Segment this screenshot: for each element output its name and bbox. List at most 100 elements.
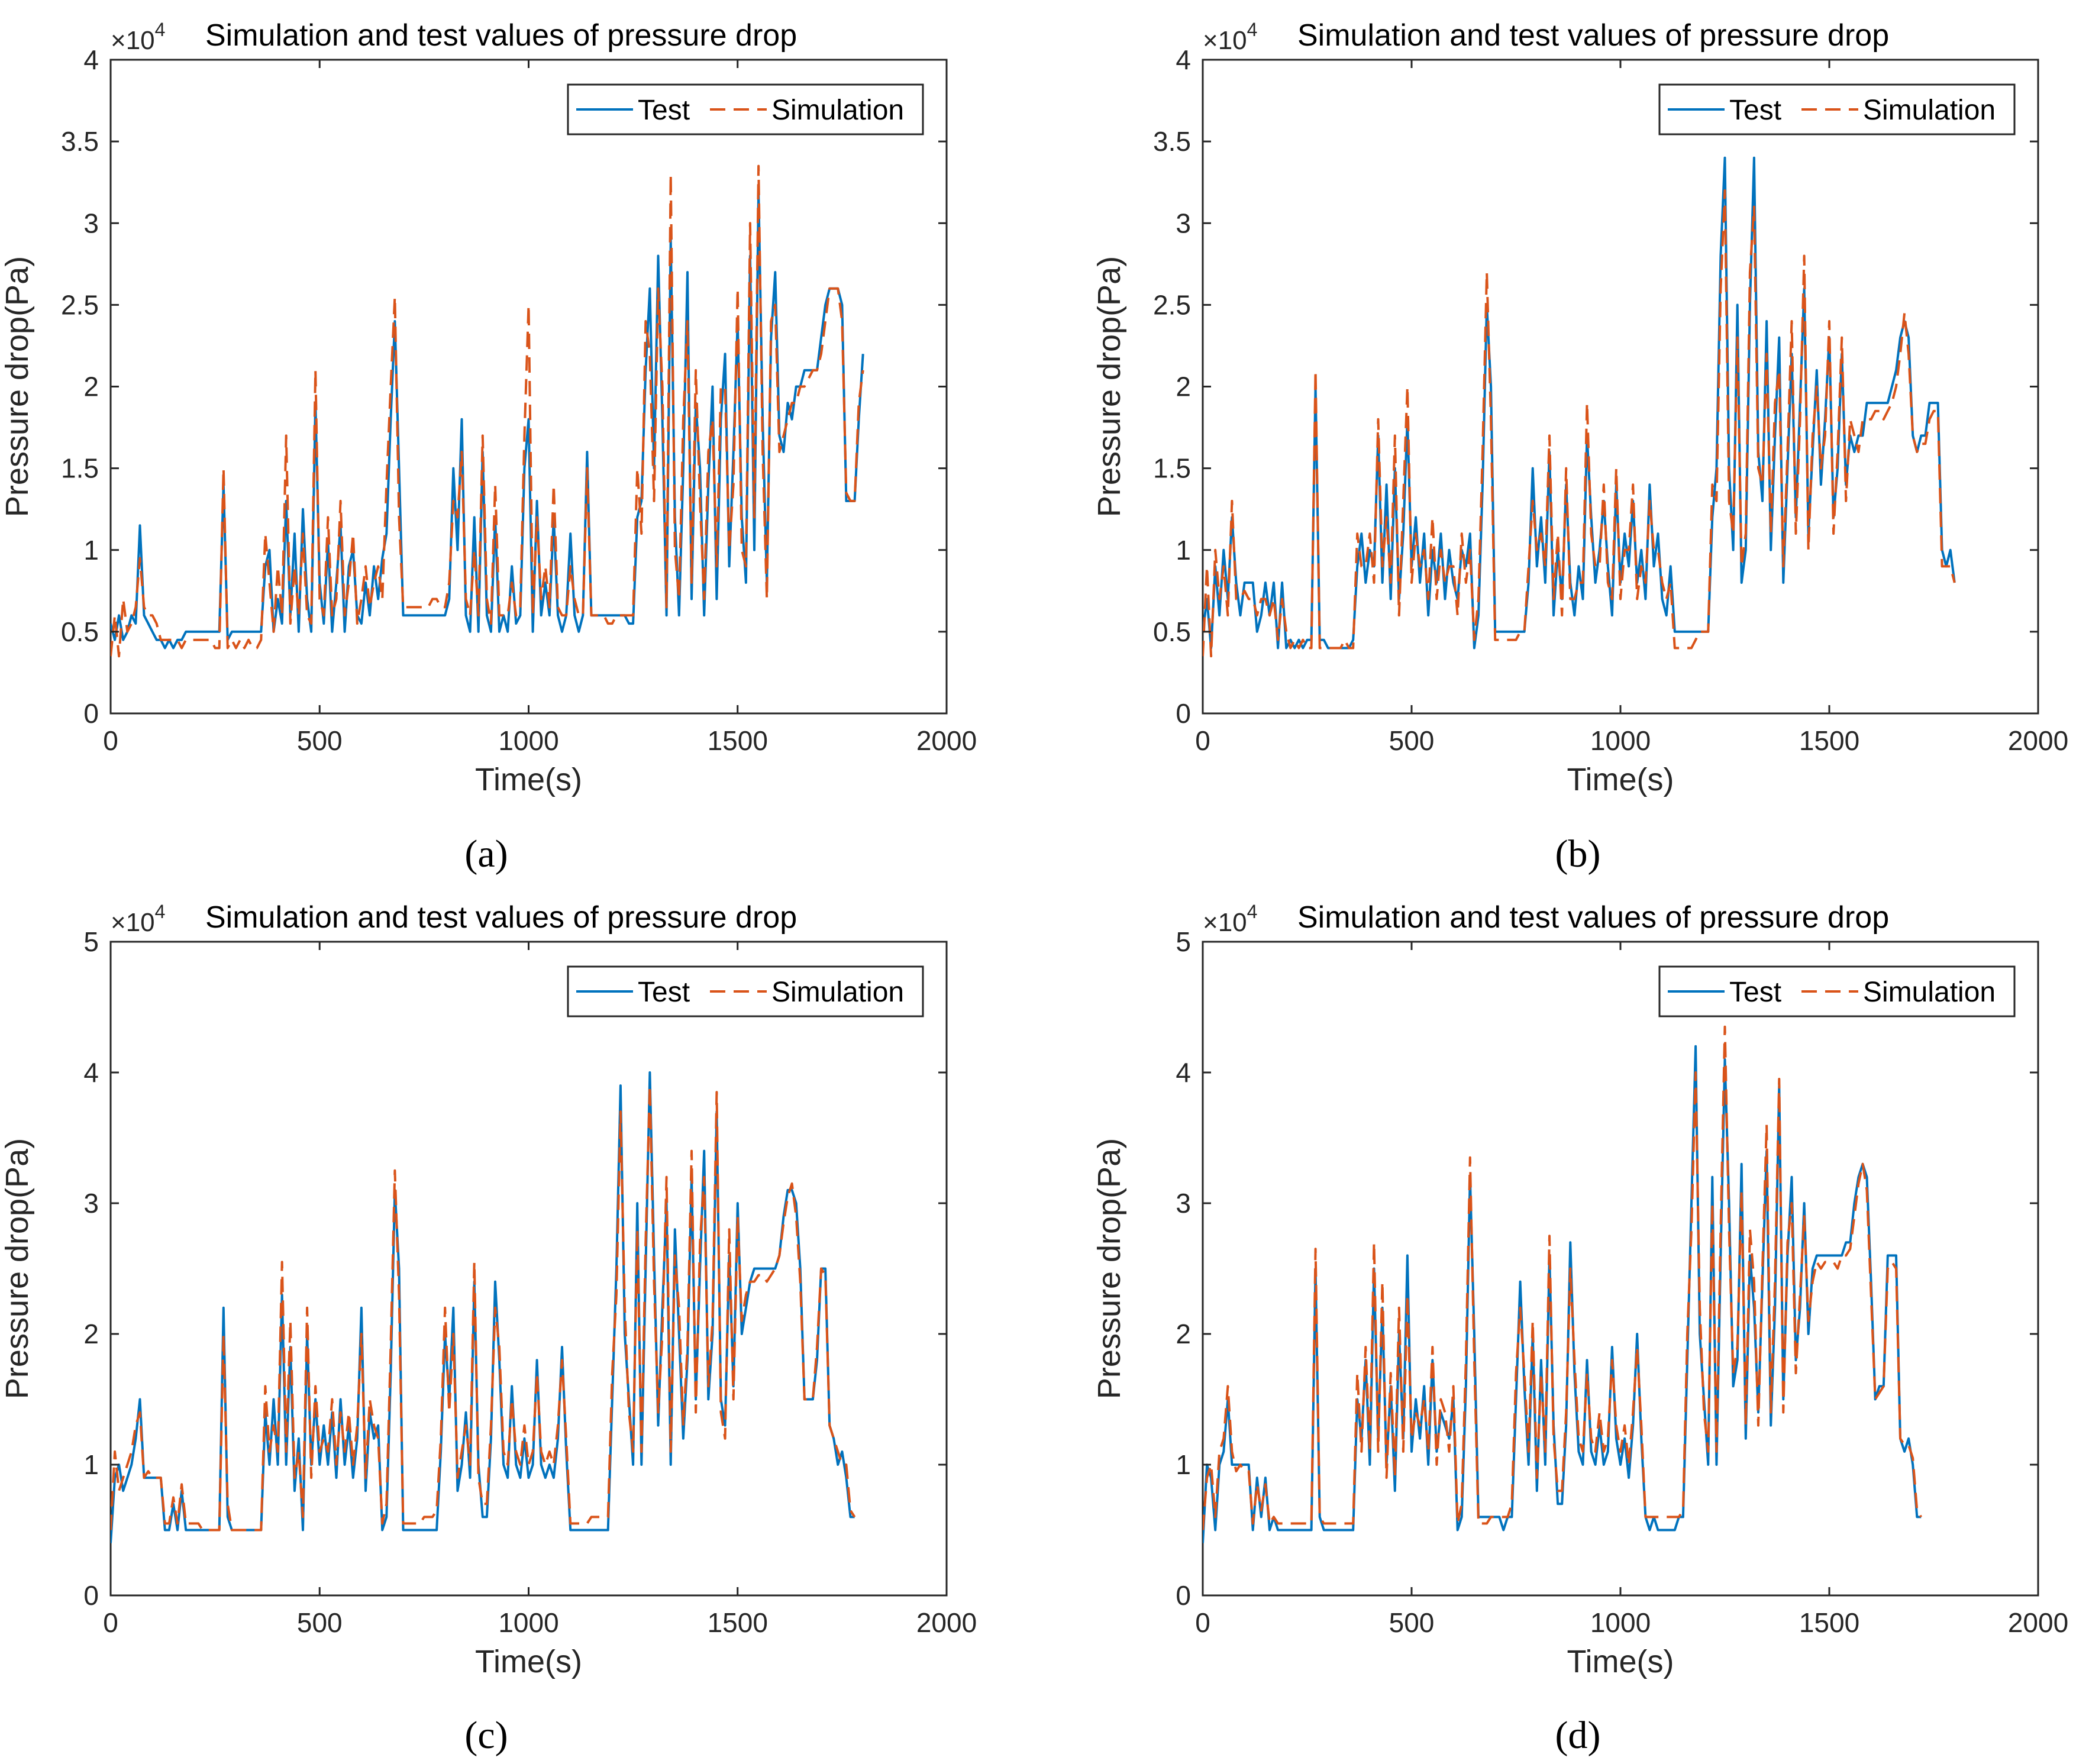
- plot-area: [109, 941, 948, 1597]
- axis-exponent: ×104: [1203, 19, 1257, 55]
- x-tick-label: 1500: [1799, 725, 1859, 756]
- chart-title: Simulation and test values of pressure d…: [1297, 18, 1889, 53]
- y-tick-label: 3: [83, 1188, 99, 1219]
- panel-caption: (d): [1555, 1714, 1601, 1757]
- x-tick-label: 0: [103, 1607, 118, 1638]
- x-tick-label: 1000: [1590, 1607, 1651, 1638]
- exponent-power: 4: [155, 19, 166, 40]
- legend-label-simulation: Simulation: [771, 977, 904, 1008]
- series-line-simulation: [111, 1084, 856, 1532]
- y-tick-label: 1: [83, 535, 99, 566]
- y-tick-label: 3: [1176, 1188, 1191, 1219]
- series-line-simulation: [1203, 1025, 1922, 1530]
- series-line-simulation: [1203, 189, 1956, 658]
- chart-panel-3: 0 500 1000 1500 2000 0 1 2 3 4 5 ×104 Simulation and…: [0, 900, 977, 1757]
- exponent-base: ×10: [111, 26, 155, 55]
- y-tick-label: 0: [83, 1580, 99, 1611]
- x-tick-label: 1000: [1590, 725, 1651, 756]
- x-tick-label: 2000: [916, 1607, 977, 1638]
- y-tick-label: 1: [1176, 1449, 1191, 1480]
- y-axis-label: Pressure drop(Pa): [0, 1138, 35, 1399]
- y-tick-label: 3.5: [1153, 126, 1191, 157]
- y-tick-label: 1.5: [1153, 453, 1191, 484]
- x-tick-label: 1500: [1799, 1607, 1859, 1638]
- y-tick-label: 4: [1176, 44, 1191, 75]
- legend-label-simulation: Simulation: [1863, 95, 1996, 126]
- exponent-base: ×10: [1203, 26, 1247, 55]
- chart-title: Simulation and test values of pressure d…: [205, 18, 797, 53]
- x-tick-label: 2000: [2008, 1607, 2068, 1638]
- chart-title: Simulation and test values of pressure d…: [1297, 900, 1889, 935]
- x-axis-label: Time(s): [475, 1644, 582, 1679]
- legend-label-test: Test: [638, 977, 690, 1008]
- x-tick-label: 500: [297, 1607, 343, 1638]
- x-tick-label: 2000: [2008, 725, 2068, 756]
- legend-label-simulation: Simulation: [1863, 977, 1996, 1008]
- legend: Test Simulation: [1658, 965, 2016, 1017]
- plot-area: [1202, 941, 2039, 1597]
- legend: Test Simulation: [1658, 83, 2016, 135]
- x-tick-label: 500: [1389, 1607, 1435, 1638]
- y-tick-label: 5: [83, 926, 99, 957]
- y-tick-label: 2: [83, 1319, 99, 1349]
- x-tick-label: 500: [1389, 725, 1435, 756]
- y-tick-label: 2: [1176, 371, 1191, 402]
- y-tick-label: 0: [83, 698, 99, 729]
- y-tick-label: 3: [1176, 208, 1191, 238]
- series-line-simulation: [111, 164, 864, 658]
- y-tick-label: 0: [1176, 1580, 1191, 1611]
- x-tick-label: 1500: [708, 1607, 768, 1638]
- legend-label-test: Test: [1729, 977, 1781, 1008]
- y-tick-label: 2: [83, 371, 99, 402]
- y-tick-label: 1: [1176, 535, 1191, 566]
- exponent-base: ×10: [1203, 908, 1247, 937]
- x-tick-label: 0: [103, 725, 118, 756]
- y-tick-label: 1.5: [61, 453, 99, 484]
- x-axis-label: Time(s): [1567, 762, 1674, 797]
- y-tick-label: 2: [1176, 1319, 1191, 1349]
- exponent-base: ×10: [111, 908, 155, 937]
- y-tick-label: 0.5: [61, 616, 99, 647]
- x-tick-label: 1500: [708, 725, 768, 756]
- chart-title: Simulation and test values of pressure d…: [205, 900, 797, 935]
- x-tick-label: 1000: [498, 1607, 558, 1638]
- plot-area: [1202, 59, 2039, 715]
- x-axis-label: Time(s): [1567, 1644, 1674, 1679]
- axis-exponent: ×104: [1203, 901, 1257, 937]
- y-tick-label: 3: [83, 208, 99, 238]
- x-tick-label: 1000: [498, 725, 558, 756]
- axis-exponent: ×104: [111, 901, 165, 937]
- y-tick-label: 4: [83, 1057, 99, 1088]
- y-tick-label: 2.5: [61, 289, 99, 320]
- exponent-power: 4: [1247, 19, 1258, 40]
- y-tick-label: 5: [1176, 926, 1191, 957]
- x-tick-label: 0: [1195, 1607, 1210, 1638]
- y-axis-label: Pressure drop(Pa): [1092, 1138, 1127, 1399]
- y-axis-label: Pressure drop(Pa): [1092, 256, 1127, 517]
- y-tick-label: 2.5: [1153, 289, 1191, 320]
- y-axis-label: Pressure drop(Pa): [0, 256, 35, 517]
- y-tick-label: 1: [83, 1449, 99, 1480]
- panel-caption: (c): [464, 1714, 508, 1757]
- x-axis-label: Time(s): [475, 762, 582, 797]
- axis-exponent: ×104: [111, 19, 165, 55]
- exponent-power: 4: [1247, 901, 1258, 922]
- legend: Test Simulation: [567, 83, 924, 135]
- panel-caption: (a): [464, 832, 508, 875]
- legend-label-test: Test: [1729, 95, 1781, 126]
- y-tick-label: 0.5: [1153, 616, 1191, 647]
- y-tick-label: 3.5: [61, 126, 99, 157]
- x-tick-label: 2000: [916, 725, 977, 756]
- y-tick-label: 4: [1176, 1057, 1191, 1088]
- x-tick-label: 500: [297, 725, 343, 756]
- x-tick-label: 0: [1195, 725, 1210, 756]
- y-tick-label: 4: [83, 44, 99, 75]
- panel-caption: (b): [1555, 832, 1601, 875]
- legend-label-simulation: Simulation: [771, 95, 904, 126]
- legend: Test Simulation: [567, 965, 924, 1017]
- y-tick-label: 0: [1176, 698, 1191, 729]
